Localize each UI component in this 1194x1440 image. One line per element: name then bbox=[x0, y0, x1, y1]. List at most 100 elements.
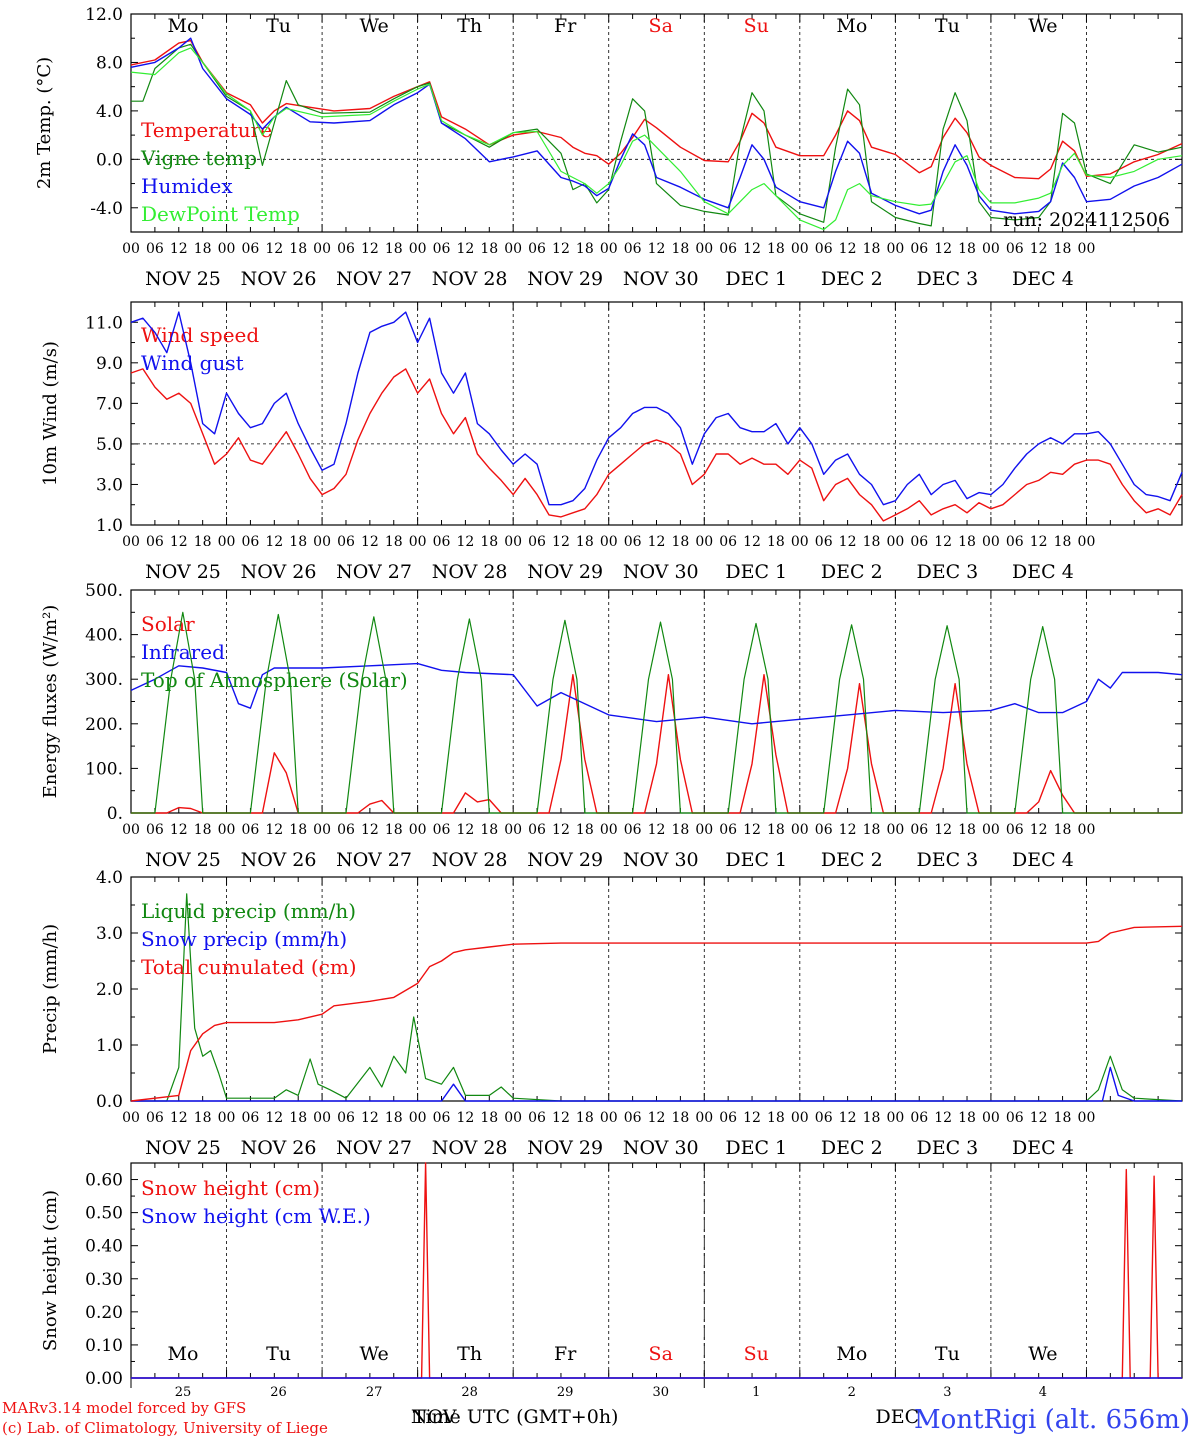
hour-tick-label: 12 bbox=[265, 534, 283, 550]
hour-tick-label: 00 bbox=[886, 534, 904, 550]
hour-tick-label: 00 bbox=[982, 241, 1000, 257]
legend-entry: Wind speed bbox=[141, 323, 259, 347]
hour-tick-label: 18 bbox=[1054, 241, 1072, 257]
series-line bbox=[131, 1162, 1182, 1379]
date-label: NOV 28 bbox=[432, 1137, 508, 1159]
y-axis-label: Energy fluxes (W/m²) bbox=[40, 605, 61, 799]
date-label: NOV 25 bbox=[145, 1137, 221, 1159]
hour-tick-label: 12 bbox=[839, 1110, 857, 1126]
date-label: NOV 30 bbox=[623, 561, 699, 583]
series-line bbox=[131, 893, 1183, 1102]
hour-tick-label: 18 bbox=[1054, 534, 1072, 550]
hour-tick-label: 06 bbox=[815, 241, 833, 257]
hour-tick-label: 12 bbox=[839, 241, 857, 257]
hour-tick-label: 00 bbox=[218, 822, 236, 838]
hour-tick-label: 12 bbox=[265, 1110, 283, 1126]
hour-tick-label: 06 bbox=[337, 534, 355, 550]
weekday-label: Tu bbox=[935, 15, 960, 37]
panel-1: 1.0 3.0 5.0 7.0 9.0 11.0 10m Wind (m/s) 00 06 12 1… bbox=[40, 301, 1183, 583]
weekday-label: Mo bbox=[836, 15, 867, 37]
hour-tick-label: 00 bbox=[600, 822, 618, 838]
hour-tick-label: 00 bbox=[886, 1110, 904, 1126]
y-tick-label: 8.0 bbox=[96, 53, 123, 73]
hour-tick-label: 00 bbox=[600, 1110, 618, 1126]
month-label: DEC bbox=[876, 1406, 920, 1428]
hour-tick-label: 06 bbox=[146, 241, 164, 257]
hour-tick-label: 12 bbox=[170, 241, 188, 257]
hour-tick-label: 18 bbox=[289, 534, 307, 550]
legend-entry: Snow height (cm) bbox=[141, 1176, 320, 1200]
weekday-label: Mo bbox=[168, 1343, 199, 1365]
y-tick-label: 1.0 bbox=[96, 1036, 123, 1056]
y-tick-label: 9.0 bbox=[96, 354, 123, 374]
hour-tick-label: 18 bbox=[863, 241, 881, 257]
hour-tick-label: 06 bbox=[910, 241, 928, 257]
weekday-label: Su bbox=[744, 15, 769, 37]
hour-tick-label: 00 bbox=[218, 534, 236, 550]
date-label: NOV 30 bbox=[623, 268, 699, 290]
hour-tick-label: 12 bbox=[265, 241, 283, 257]
hour-tick-label: 18 bbox=[385, 241, 403, 257]
hour-tick-label: 18 bbox=[385, 822, 403, 838]
model-credit: MARv3.14 model forced by GFS bbox=[2, 1399, 246, 1417]
date-label: DEC 4 bbox=[1012, 1137, 1074, 1159]
y-axis-label: Precip (mm/h) bbox=[40, 924, 61, 1054]
hour-tick-label: 12 bbox=[1030, 1110, 1048, 1126]
date-label: NOV 25 bbox=[145, 561, 221, 583]
hour-tick-label: 00 bbox=[791, 534, 809, 550]
hour-tick-label: 06 bbox=[337, 822, 355, 838]
y-tick-label: 0.40 bbox=[85, 1237, 123, 1257]
hour-tick-label: 06 bbox=[815, 534, 833, 550]
hour-tick-label: 06 bbox=[337, 241, 355, 257]
hour-tick-label: 18 bbox=[576, 241, 594, 257]
hour-tick-label: 06 bbox=[910, 534, 928, 550]
plot-frame bbox=[130, 13, 1183, 233]
hour-tick-label: 18 bbox=[863, 1110, 881, 1126]
hour-tick-label: 12 bbox=[552, 1110, 570, 1126]
hour-tick-label: 18 bbox=[958, 822, 976, 838]
hour-tick-label: 06 bbox=[624, 822, 642, 838]
legend-entry: Top of Atmosphere (Solar) bbox=[141, 668, 408, 692]
hour-tick-label: 12 bbox=[648, 822, 666, 838]
hour-tick-label: 06 bbox=[719, 1110, 737, 1126]
hour-tick-label: 12 bbox=[1030, 241, 1048, 257]
run-label: run: 2024112506 bbox=[1003, 209, 1170, 231]
hour-tick-label: 18 bbox=[289, 1110, 307, 1126]
hour-tick-label: 12 bbox=[456, 1110, 474, 1126]
date-label: DEC 1 bbox=[725, 849, 787, 871]
hour-tick-label: 06 bbox=[1006, 534, 1024, 550]
date-label: NOV 30 bbox=[623, 849, 699, 871]
hour-tick-label: 00 bbox=[600, 534, 618, 550]
hour-tick-label: 00 bbox=[218, 1110, 236, 1126]
weekday-label: Sa bbox=[649, 15, 673, 37]
plot-frame bbox=[130, 301, 1183, 526]
hour-tick-label: 18 bbox=[958, 534, 976, 550]
y-tick-label: 0.60 bbox=[85, 1171, 123, 1191]
hour-tick-label: 06 bbox=[242, 534, 260, 550]
hour-tick-label: 18 bbox=[863, 534, 881, 550]
hour-tick-label: 06 bbox=[433, 1110, 451, 1126]
date-label: DEC 2 bbox=[821, 561, 883, 583]
hour-tick-label: 06 bbox=[719, 241, 737, 257]
panel-4: 0.00 0.10 0.20 0.30 0.40 0.50 0.60 Snow height … bbox=[40, 1162, 1183, 1400]
hour-tick-label: 18 bbox=[194, 241, 212, 257]
date-label: DEC 2 bbox=[821, 1137, 883, 1159]
hour-tick-label: 06 bbox=[624, 241, 642, 257]
y-tick-label: 500. bbox=[85, 581, 123, 601]
weekday-label: Th bbox=[457, 1343, 482, 1365]
day-number-label: 27 bbox=[366, 1385, 383, 1400]
hour-tick-label: 12 bbox=[743, 241, 761, 257]
legend-entry: Wind gust bbox=[141, 351, 244, 375]
y-tick-label: 5.0 bbox=[96, 435, 123, 455]
hour-tick-label: 12 bbox=[648, 534, 666, 550]
hour-tick-label: 00 bbox=[1078, 822, 1096, 838]
y-tick-label: 4.0 bbox=[96, 868, 123, 888]
hour-tick-label: 18 bbox=[385, 534, 403, 550]
legend-entry: Liquid precip (mm/h) bbox=[141, 899, 356, 923]
date-label: NOV 29 bbox=[527, 849, 603, 871]
hour-tick-label: 00 bbox=[122, 1110, 140, 1126]
day-number-label: 28 bbox=[461, 1385, 478, 1400]
hour-tick-label: 12 bbox=[552, 822, 570, 838]
hour-tick-label: 06 bbox=[719, 534, 737, 550]
hour-tick-label: 06 bbox=[910, 1110, 928, 1126]
